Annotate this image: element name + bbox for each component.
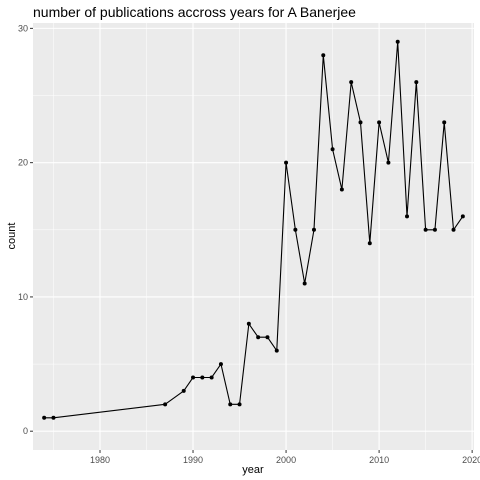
data-point [200,375,205,380]
data-point [51,415,56,420]
data-point [256,335,261,340]
y-tick-label: 30 [18,23,28,33]
data-point [321,53,326,58]
x-tick-label: 2020 [462,455,480,465]
series-line [44,41,464,419]
y-axis-ticks: 0 10 20 30 [18,23,33,436]
data-point [339,187,344,192]
data-point [451,227,456,232]
data-point [246,321,251,326]
chart-title: number of publications accross years for… [33,4,356,20]
data-point [349,80,354,85]
data-point [395,39,400,44]
y-tick-label: 20 [18,158,28,168]
x-axis-ticks: 1980 1990 2000 2010 2020 [90,450,480,465]
data-point [367,241,372,246]
data-point [293,227,298,232]
minor-gridlines [33,23,474,450]
data-point [442,120,447,125]
data-point [358,120,363,125]
x-tick-label: 1990 [183,455,203,465]
data-point [218,362,223,367]
y-tick-label: 0 [23,426,28,436]
data-point [330,147,335,152]
data-point [284,160,289,165]
data-point [414,80,419,85]
data-point [311,227,316,232]
data-point [237,402,242,407]
data-point [42,415,47,420]
y-axis-title: count [6,223,18,250]
data-point [386,160,391,165]
y-tick-label: 10 [18,292,28,302]
data-point [228,402,233,407]
data-point [163,402,168,407]
data-point [209,375,214,380]
plot-panel [33,23,474,450]
data-point [405,214,410,219]
data-point [460,214,465,219]
data-point [377,120,382,125]
data-point [265,335,270,340]
data-point [181,388,186,393]
data-point [432,227,437,232]
x-axis-title: year [242,464,264,476]
data-point [274,348,279,353]
data-point [423,227,428,232]
data-point [191,375,196,380]
x-tick-label: 2010 [369,455,389,465]
data-point [302,281,307,286]
x-tick-label: 1980 [90,455,110,465]
x-tick-label: 2000 [276,455,296,465]
series-layer [42,39,465,420]
